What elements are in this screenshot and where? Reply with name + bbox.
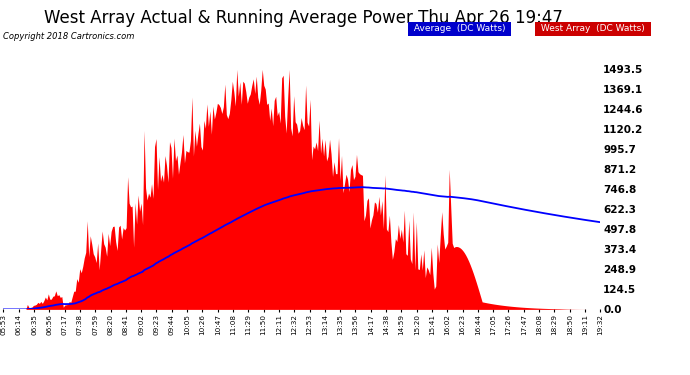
Text: Copyright 2018 Cartronics.com: Copyright 2018 Cartronics.com [3, 32, 135, 41]
Text: West Array  (DC Watts): West Array (DC Watts) [538, 24, 648, 33]
Text: West Array Actual & Running Average Power Thu Apr 26 19:47: West Array Actual & Running Average Powe… [44, 9, 563, 27]
Text: Average  (DC Watts): Average (DC Watts) [411, 24, 508, 33]
